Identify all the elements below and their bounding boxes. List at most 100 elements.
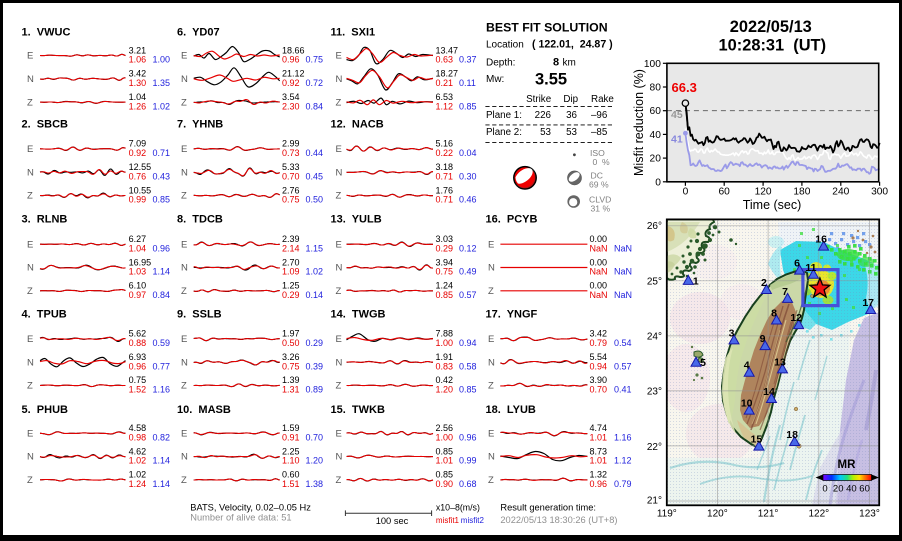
svg-text:100 sec: 100 sec <box>376 516 409 526</box>
svg-text:2. SBCB: 2. SBCB <box>22 118 69 130</box>
svg-text:0.71: 0.71 <box>436 171 454 181</box>
svg-text:0.45: 0.45 <box>306 171 324 181</box>
svg-text:1.01: 1.01 <box>436 456 454 466</box>
svg-text:1.35: 1.35 <box>153 78 171 88</box>
svg-text:N: N <box>27 167 34 178</box>
svg-text:E: E <box>181 51 187 62</box>
svg-text:0.70: 0.70 <box>590 385 608 395</box>
svg-text:1.51: 1.51 <box>282 479 300 489</box>
svg-text:NaN: NaN <box>590 267 608 277</box>
svg-text:10:28:31 (UT): 10:28:31 (UT) <box>719 37 826 55</box>
svg-text:1.32: 1.32 <box>590 470 608 480</box>
svg-text:0.84: 0.84 <box>306 101 324 111</box>
svg-text:3.03: 3.03 <box>436 234 454 244</box>
svg-text:5.33: 5.33 <box>282 162 300 172</box>
svg-text:0.00: 0.00 <box>590 281 608 291</box>
svg-text:1.10: 1.10 <box>282 456 300 466</box>
svg-text:0.96: 0.96 <box>590 479 608 489</box>
svg-text:Z: Z <box>181 97 187 108</box>
svg-text:Time (sec): Time (sec) <box>743 198 802 212</box>
svg-text:1.12: 1.12 <box>436 101 454 111</box>
svg-text:0.39: 0.39 <box>306 361 324 371</box>
svg-text:1.20: 1.20 <box>436 385 454 395</box>
svg-text:E: E <box>488 334 494 345</box>
svg-text:N: N <box>336 74 343 85</box>
svg-text:E: E <box>27 144 33 155</box>
svg-text:N: N <box>336 452 343 463</box>
svg-text:4: 4 <box>744 360 750 372</box>
svg-text:36: 36 <box>566 110 577 121</box>
svg-text:Number of alive data: 51: Number of alive data: 51 <box>190 513 291 523</box>
svg-text:0.21: 0.21 <box>436 78 454 88</box>
svg-text:1. VWUC: 1. VWUC <box>22 26 71 38</box>
svg-text:5.54: 5.54 <box>590 352 608 362</box>
svg-text:20: 20 <box>650 154 662 165</box>
svg-text:0.29: 0.29 <box>436 243 454 253</box>
svg-text:Dip: Dip <box>563 94 578 105</box>
svg-text:0.75: 0.75 <box>282 195 300 205</box>
svg-text:8.73: 8.73 <box>590 446 608 456</box>
svg-text:Z: Z <box>336 286 342 297</box>
svg-text:17: 17 <box>862 297 874 309</box>
svg-text:12. NACB: 12. NACB <box>331 118 384 130</box>
svg-text:3.26: 3.26 <box>282 352 300 362</box>
svg-text:6. YD07: 6. YD07 <box>177 26 220 38</box>
svg-text:1.26: 1.26 <box>129 101 147 111</box>
svg-text:7. YHNB: 7. YHNB <box>177 118 223 130</box>
svg-text:E: E <box>488 239 494 250</box>
svg-text:12.55: 12.55 <box>129 162 152 172</box>
svg-text:0.89: 0.89 <box>306 385 324 395</box>
svg-text:120°: 120° <box>707 509 728 520</box>
svg-text:1.04: 1.04 <box>129 92 147 102</box>
svg-text:1.02: 1.02 <box>129 470 147 480</box>
svg-text:N: N <box>488 357 495 368</box>
svg-text:E: E <box>336 239 342 250</box>
svg-text:0.00: 0.00 <box>590 234 608 244</box>
svg-text:5.62: 5.62 <box>129 329 147 339</box>
svg-text:0.70: 0.70 <box>306 432 324 442</box>
svg-text:24°: 24° <box>647 332 662 343</box>
svg-text:14: 14 <box>763 386 775 398</box>
svg-text:0.59: 0.59 <box>153 338 171 348</box>
svg-text:0.82: 0.82 <box>153 432 171 442</box>
svg-text:Location: Location <box>486 40 524 51</box>
svg-text:1.03: 1.03 <box>129 267 147 277</box>
svg-text:23°: 23° <box>647 387 662 398</box>
svg-text:0.85: 0.85 <box>436 470 454 480</box>
svg-text:0.99: 0.99 <box>129 195 147 205</box>
svg-text:–85: –85 <box>591 127 608 138</box>
svg-text:0.00: 0.00 <box>590 257 608 267</box>
svg-text:N: N <box>181 167 188 178</box>
svg-text:1.25: 1.25 <box>282 281 300 291</box>
svg-text:11: 11 <box>805 262 816 274</box>
svg-text:N: N <box>181 452 188 463</box>
svg-text:122°: 122° <box>808 509 829 520</box>
svg-text:0.75: 0.75 <box>282 361 300 371</box>
svg-text:0.75: 0.75 <box>436 267 454 277</box>
svg-text:1.39: 1.39 <box>282 375 300 385</box>
svg-text:0.90: 0.90 <box>436 479 454 489</box>
svg-text:misfit2: misfit2 <box>461 516 485 525</box>
svg-text:BATS, Velocity, 0.02–0.05 Hz: BATS, Velocity, 0.02–0.05 Hz <box>190 502 311 512</box>
svg-text:1.00: 1.00 <box>436 432 454 442</box>
svg-text:3.42: 3.42 <box>129 69 147 79</box>
svg-text:Z: Z <box>488 286 494 297</box>
svg-text:5.16: 5.16 <box>436 139 454 149</box>
svg-text:0.85: 0.85 <box>459 101 477 111</box>
svg-text:E: E <box>27 239 33 250</box>
svg-text:7: 7 <box>782 286 788 298</box>
svg-text:0.76: 0.76 <box>129 171 147 181</box>
svg-text:E: E <box>181 239 187 250</box>
svg-text:Z: Z <box>488 475 494 486</box>
svg-text:80: 80 <box>650 83 662 94</box>
svg-text:2022/05/13: 2022/05/13 <box>730 18 812 36</box>
svg-text:119°: 119° <box>657 509 677 520</box>
svg-text:123°: 123° <box>859 509 880 520</box>
svg-text:21.12: 21.12 <box>282 69 305 79</box>
svg-text:3.54: 3.54 <box>282 92 300 102</box>
svg-text:Misfit reduction (%): Misfit reduction (%) <box>632 69 646 176</box>
svg-text:4.62: 4.62 <box>129 446 147 456</box>
svg-text:0.04: 0.04 <box>459 148 477 158</box>
svg-text:7.88: 7.88 <box>436 329 454 339</box>
svg-text:1.31: 1.31 <box>282 385 300 395</box>
